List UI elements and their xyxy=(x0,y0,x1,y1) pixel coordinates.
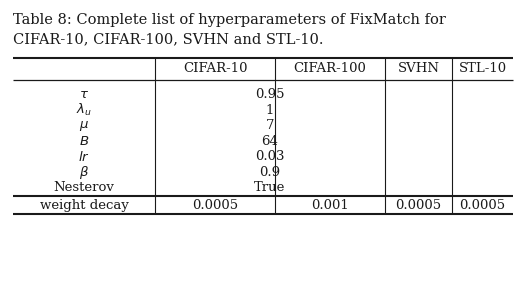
Text: CIFAR-10: CIFAR-10 xyxy=(183,62,247,76)
Text: 0.03: 0.03 xyxy=(255,150,285,163)
Text: weight decay: weight decay xyxy=(40,199,129,212)
Text: 0.95: 0.95 xyxy=(255,88,285,101)
Text: 0.0005: 0.0005 xyxy=(459,199,506,212)
Text: 0.0005: 0.0005 xyxy=(192,199,238,212)
Text: 7: 7 xyxy=(266,119,274,132)
Text: $\mu$: $\mu$ xyxy=(79,119,89,133)
Text: $\tau$: $\tau$ xyxy=(79,88,89,101)
Text: 64: 64 xyxy=(262,135,278,148)
Text: STL-10: STL-10 xyxy=(459,62,507,76)
Text: $B$: $B$ xyxy=(79,135,89,148)
Text: $\lambda_u$: $\lambda_u$ xyxy=(76,102,92,118)
Text: 0.0005: 0.0005 xyxy=(395,199,441,212)
Text: SVHN: SVHN xyxy=(397,62,439,76)
Text: 1: 1 xyxy=(266,104,274,117)
Text: $lr$: $lr$ xyxy=(78,150,90,164)
Text: 0.9: 0.9 xyxy=(259,166,280,179)
Text: Table 8: Complete list of hyperparameters of FixMatch for: Table 8: Complete list of hyperparameter… xyxy=(13,13,446,27)
Text: True: True xyxy=(254,181,286,194)
Text: $\beta$: $\beta$ xyxy=(79,164,89,181)
Text: CIFAR-100: CIFAR-100 xyxy=(293,62,367,76)
Text: 0.001: 0.001 xyxy=(311,199,349,212)
Text: CIFAR-10, CIFAR-100, SVHN and STL-10.: CIFAR-10, CIFAR-100, SVHN and STL-10. xyxy=(13,32,324,46)
Text: Nesterov: Nesterov xyxy=(53,181,115,194)
